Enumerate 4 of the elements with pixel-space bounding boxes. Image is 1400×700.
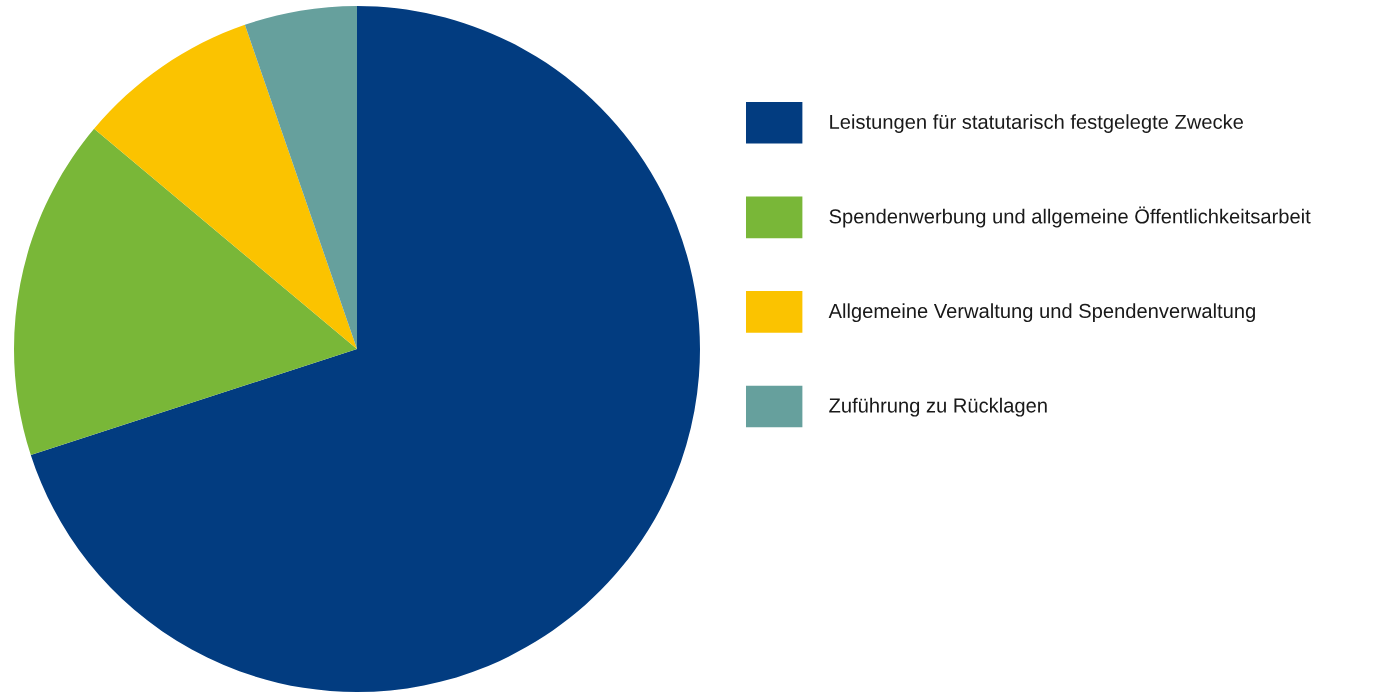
legend-label: Spendenwerbung und allgemeine Öffentlichkeitsarbeit (829, 206, 1311, 228)
legend-label: Allgemeine Verwaltung und Spendenverwaltung (828, 303, 1255, 323)
legend-label: Leistungen für statutarisch festgelegte Zwecke (830, 114, 1243, 133)
legend-label: Zuführung zu Rücklagen (829, 397, 1047, 417)
